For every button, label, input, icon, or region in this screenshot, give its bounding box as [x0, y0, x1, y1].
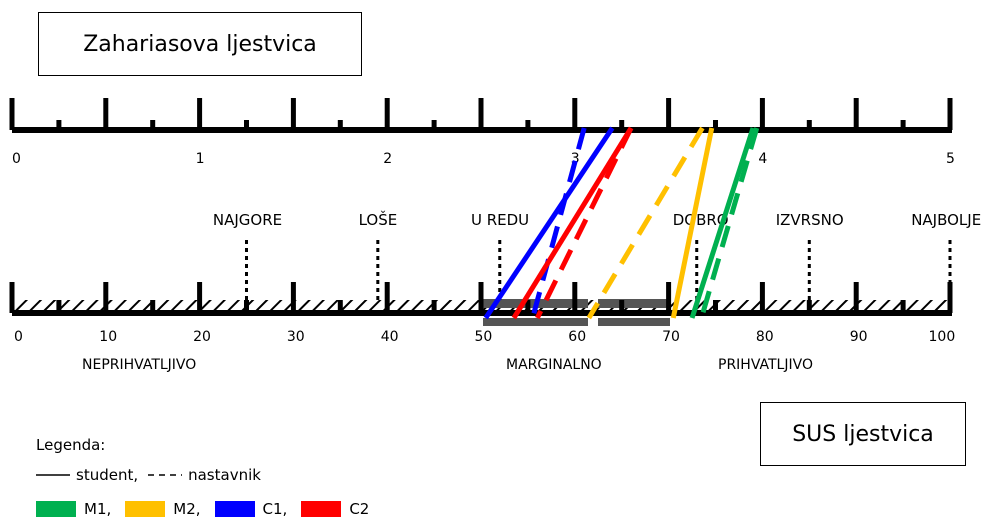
category-acceptable: PRIHVATLJIVO [718, 357, 813, 373]
category-unacceptable: NEPRIHVATLJIVO [82, 357, 196, 373]
sus-tick-label: 60 [568, 329, 586, 345]
solid-line-icon [36, 474, 70, 476]
sus-ticks [9, 282, 953, 313]
mapping-line-c2-student [511, 126, 634, 320]
mapping-lines [483, 126, 760, 320]
legend-title: Legenda: [36, 436, 106, 454]
zaharias-ticks [9, 98, 953, 130]
legend-c2-label: C2 [349, 500, 370, 518]
legend-m2-label: M2, [173, 500, 201, 518]
sus-tick-label: 100 [929, 329, 956, 345]
adjective-label: LOŠE [359, 210, 398, 229]
legend-colors: M1, M2, C1, C2 [36, 500, 383, 518]
legend-student-label: student, [76, 466, 139, 484]
legend-item-m1: M1, [36, 500, 111, 518]
m1-swatch [36, 501, 76, 517]
legend-item-m2: M2, [125, 500, 201, 518]
sus-tick-label: 20 [193, 329, 211, 345]
adjective-label: U REDU [471, 211, 529, 229]
sus-tick-label: 30 [287, 329, 305, 345]
zaharias-tick-label: 1 [196, 151, 205, 167]
sus-tick-label: 80 [756, 329, 774, 345]
sus-tick-label: 70 [662, 329, 680, 345]
zaharias-scale-title-text: Zahariasova ljestvica [83, 31, 317, 57]
zaharias-scale-title: Zahariasova ljestvica [38, 12, 362, 76]
adjective-label: IZVRSNO [776, 211, 844, 229]
zaharias-tick-label: 3 [571, 151, 580, 167]
sus-tick-labels: 0 10 20 30 40 50 60 70 80 90 100 [14, 329, 955, 345]
c1-swatch [214, 501, 255, 517]
adjective-label: NAJBOLJE [911, 211, 981, 229]
sus-marginal-band-3 [483, 318, 588, 326]
sus-scale-title-text: SUS ljestvica [792, 421, 934, 447]
legend-c1-label: C1, [262, 500, 288, 518]
c2-swatch [301, 501, 342, 517]
m2-swatch [125, 501, 166, 517]
legend-item-c2: C2 [301, 500, 369, 518]
legend-teacher-label: nastavnik [188, 466, 261, 484]
sus-scale-title: SUS ljestvica [760, 402, 966, 466]
legend-m1-label: M1, [84, 500, 112, 518]
category-marginal: MARGINALNO [506, 357, 602, 373]
mapping-line-m1-student [689, 127, 756, 319]
mapping-line-m2-nastavnik [586, 126, 705, 320]
sus-tick-label: 50 [475, 329, 493, 345]
zaharias-tick-label: 0 [12, 151, 21, 167]
mapping-line-c1-student [483, 126, 615, 320]
adjective-ratings: NAJGORE LOŠE U REDU DOBRO IZVRSNO NAJBOLJE [213, 210, 981, 300]
zaharias-tick-label: 4 [758, 151, 767, 167]
legend-line-styles: student, nastavnik [36, 466, 261, 484]
zaharias-tick-labels: 0 1 2 3 4 5 [12, 151, 955, 167]
adjective-label: NAJGORE [213, 211, 282, 229]
sus-tick-label: 0 [14, 329, 23, 345]
zaharias-tick-label: 5 [946, 151, 955, 167]
legend-item-c1: C1, [214, 500, 288, 518]
mapping-line-c2-nastavnik [535, 126, 634, 320]
sus-tick-label: 40 [381, 329, 399, 345]
dashed-line-icon [148, 474, 183, 476]
mapping-line-m2-student [670, 127, 715, 319]
adjective-label: DOBRO [673, 211, 729, 229]
sus-marginal-band-4 [598, 318, 670, 326]
sus-tick-label: 90 [850, 329, 868, 345]
zaharias-tick-label: 2 [383, 151, 392, 167]
sus-marginal-band-2 [598, 299, 670, 308]
sus-tick-label: 10 [99, 329, 117, 345]
